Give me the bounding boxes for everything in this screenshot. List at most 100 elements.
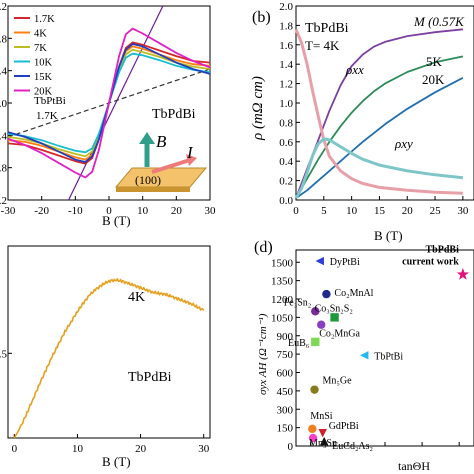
panel-b-ytick-label: 1.2: [279, 79, 293, 91]
panel-d-ytick-label: 300: [277, 404, 294, 416]
panel-a-xtick-label: 10: [137, 205, 149, 217]
panel-d-point-label: DyPtBi: [330, 257, 360, 268]
panel-b: 0 5 10 15 20 25 30 0.0 0.2 0.4 0.6 0.8 1.0 1.2 1.4 1.6 1…: [250, 1, 474, 243]
b-field-arrow-head: [139, 132, 155, 144]
panel-b-label: (b): [252, 9, 271, 26]
panel-d-point-label: TbPtBi: [374, 351, 403, 362]
panel-a: -30 -20 -10 0 10 20 30 1.2 0.8 0.4 0.0 0.4 0.8 1.2 1.…: [0, 1, 216, 228]
panel-a-annotation-tbpdbi: TbPdBi: [152, 107, 196, 122]
plane-label: (100): [135, 173, 161, 187]
panel-d: 0 150 300 450 600 750 900 1050 1200 1350 1500 DyPt…: [254, 239, 474, 473]
panel-b-xtick-label: 15: [374, 205, 386, 217]
panel-d-ytick-label: 600: [277, 368, 294, 380]
panel-d-point-label: Co₂MnGa: [319, 329, 360, 340]
panel-b-ytick-label: 0.6: [279, 137, 293, 149]
panel-a-ytick-label: 0.0: [0, 98, 8, 110]
panel-a-xtick-label: -30: [1, 205, 16, 217]
panel-d-point-label: current work: [402, 257, 459, 268]
panel-b-xtick-label: 25: [430, 205, 442, 217]
panel-a-inset-sample: B I (100): [114, 132, 208, 192]
b-field-label: B: [156, 132, 167, 151]
current-arrow: [151, 158, 191, 174]
panel-a-annotation-tbptbi: TbPtBi: [34, 95, 66, 107]
panel-d-point-label: Fe₃Sn₂: [284, 297, 312, 308]
panel-d-ytick-label: 150: [277, 423, 294, 435]
panel-a-legend-label: 4K: [34, 29, 47, 40]
panel-d-xlabel: tanΘH: [398, 459, 430, 473]
panel-d-ytick-label: 1500: [271, 257, 294, 269]
panel-d-ylabel: σyx AH (Ω⁻¹cm⁻¹): [257, 313, 269, 395]
panel-d-point-label: Co₃Sn₂S₂: [315, 303, 353, 314]
panel-a-legend-label: 15K: [34, 72, 53, 83]
panel-b-annotation-m: M (0.57K: [413, 14, 465, 29]
panel-d-point-eucd-as-: [319, 436, 329, 446]
panel-a-xtick-label: -20: [34, 205, 49, 217]
panel-c-xtick-label: 10: [72, 443, 84, 455]
panel-d-point-fe-sn-: [311, 307, 320, 316]
panel-d-ytick-label: 1050: [271, 312, 294, 324]
panel-a-xtick-label: 0: [106, 205, 112, 217]
panel-b-annotation-rhoxy: ρxy: [394, 136, 413, 151]
panel-a-xtick-label: 20: [171, 205, 183, 217]
panel-a-xtick-label: 30: [205, 205, 217, 217]
panel-d-label: (d): [254, 239, 273, 256]
panel-d-point-tbpdbi-current-work: [456, 268, 470, 280]
panel-b-annotation-temp: T= 4K: [305, 38, 340, 53]
panel-d-point-label: Co₂MnAl: [334, 288, 373, 299]
current-label: I: [186, 143, 194, 162]
panel-b-ticks: 0 5 10 15 20 25 30 0.0 0.2 0.4 0.6 0.8 1.0 1.2 1.4 1.6 1…: [279, 1, 469, 217]
panel-d-point-label: MnSi: [310, 411, 332, 422]
panel-d-point-label: GdPtBi: [329, 421, 359, 432]
panel-d-point-dyptbi: [315, 256, 324, 266]
panel-b-series-5k: [295, 55, 464, 199]
panel-a-reference-line: [68, 5, 164, 201]
panel-b-series: [294, 28, 464, 199]
panel-d-point-mnsi: [308, 424, 317, 434]
panel-b-xtick-label: 20: [402, 205, 414, 217]
panel-a-ytick-label: 0.8: [0, 33, 8, 45]
panel-d-point-co-mnga: [317, 320, 326, 329]
panel-a-ytick-label: 1.2: [0, 195, 7, 207]
panel-a-xtick-label: -10: [68, 205, 83, 217]
panel-d-point-label: TbPdBi: [426, 245, 460, 256]
panel-c: 0 10 20 30 .5 B (T) 4K TbPdBi: [0, 245, 211, 469]
panel-d-ytick-label: 900: [277, 331, 294, 343]
panel-d-point-tbptbi: [360, 351, 369, 360]
panel-a-series-20k: [7, 27, 211, 179]
panel-a-legend-label: 10K: [34, 58, 53, 69]
panel-d-point-mn-ge: [310, 385, 319, 394]
panel-a-ytick-label: 1.2: [0, 1, 7, 13]
panel-b-annotation-material: TbPdBi: [305, 21, 349, 36]
panel-c-series-4k: [13, 278, 205, 439]
panel-b-ylabel: ρ (mΩ cm): [250, 76, 266, 141]
panel-c-series: [13, 278, 205, 439]
panel-a-ticks: -30 -20 -10 0 10 20 30 1.2 0.8 0.4 0.0 0.4 0.8 1.2: [0, 1, 216, 217]
panel-b-ytick-label: 1.4: [279, 59, 293, 71]
panel-b-xtick-label: 0: [293, 205, 299, 217]
panel-d-ytick-label: 1200: [271, 294, 294, 306]
panel-d-ytick-label: 0: [288, 441, 294, 453]
panel-b-ytick-label: 1.6: [279, 40, 293, 52]
panel-b-xtick-label: 5: [321, 205, 327, 217]
panel-a-legend-label: 7K: [34, 43, 47, 54]
panel-b-xtick-label: 30: [457, 205, 469, 217]
panel-c-xtick-label: 0: [12, 443, 18, 455]
panel-d-ticks: 0 150 300 450 600 750 900 1050 1200 1350 1500: [271, 257, 460, 453]
panel-a-ytick-label: 0.4: [0, 130, 8, 142]
panel-d-point-label: EuCd₂As₂: [332, 441, 373, 452]
panel-a-legend-label: 20K: [34, 87, 53, 98]
panel-b-series--xx: [294, 28, 463, 195]
sample-plate-edge: [116, 187, 190, 192]
panel-a-legend-label: 1.7K: [34, 14, 55, 25]
panel-b-ytick-label: 0.8: [279, 117, 293, 129]
panel-b-xtick-label: 10: [346, 205, 358, 217]
panel-d-point-eub-: [311, 337, 320, 347]
panel-c-frame: [7, 245, 211, 439]
panel-a-annotation-temp: 1.7K: [36, 110, 58, 122]
panel-b-series--xy: [294, 137, 464, 199]
panel-a-xlabel: B (T): [102, 213, 131, 228]
panel-b-ytick-label: 1.0: [279, 98, 293, 110]
panel-b-ytick-label: 2.0: [279, 1, 293, 13]
panel-b-annotation-20k: 20K: [422, 72, 445, 87]
